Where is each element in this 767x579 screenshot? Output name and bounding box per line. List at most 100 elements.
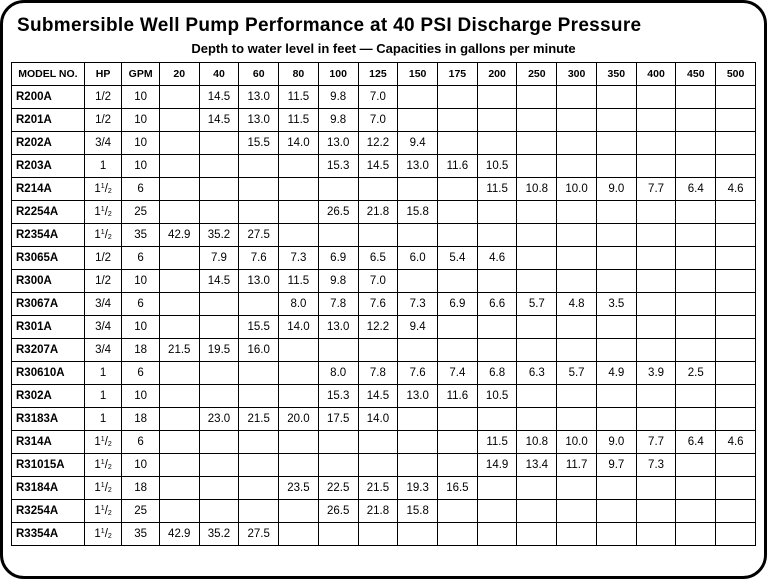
- table-row: R3354A11/23542.935.227.5: [12, 523, 756, 546]
- cell-value: [676, 155, 716, 178]
- cell-value: [438, 431, 478, 454]
- table-row: R314A11/2611.510.810.09.07.76.44.6: [12, 431, 756, 454]
- col-depth: 80: [279, 63, 319, 86]
- cell-value: [159, 155, 199, 178]
- table-body: R200A1/21014.513.011.59.87.0R201A1/21014…: [12, 86, 756, 546]
- cell-value: [636, 339, 676, 362]
- table-row: R300A1/21014.513.011.59.87.0: [12, 270, 756, 293]
- cell-model: R300A: [12, 270, 85, 293]
- cell-value: [596, 224, 636, 247]
- cell-value: [358, 224, 398, 247]
- subtitle: Depth to water level in feet — Capacitie…: [11, 41, 756, 56]
- cell-value: [239, 293, 279, 316]
- cell-value: [557, 224, 597, 247]
- cell-value: [716, 454, 756, 477]
- cell-value: [636, 523, 676, 546]
- cell-value: [279, 454, 319, 477]
- cell-value: 7.7: [636, 431, 676, 454]
- cell-gpm: 10: [122, 86, 160, 109]
- cell-value: 6.8: [477, 362, 517, 385]
- cell-value: [636, 316, 676, 339]
- cell-value: [557, 408, 597, 431]
- table-row: R3065A1/267.97.67.36.96.56.05.44.6: [12, 247, 756, 270]
- cell-value: [716, 247, 756, 270]
- cell-value: [716, 293, 756, 316]
- cell-value: 23.5: [279, 477, 319, 500]
- cell-value: [676, 109, 716, 132]
- cell-value: 6.0: [398, 247, 438, 270]
- col-depth: 350: [596, 63, 636, 86]
- table-row: R3207A3/41821.519.516.0: [12, 339, 756, 362]
- cell-value: [557, 477, 597, 500]
- cell-hp: 1/2: [84, 86, 122, 109]
- cell-model: R214A: [12, 178, 85, 201]
- cell-hp: 11/2: [84, 431, 122, 454]
- col-depth: 125: [358, 63, 398, 86]
- cell-value: [517, 477, 557, 500]
- cell-value: 14.0: [358, 408, 398, 431]
- cell-value: 10.8: [517, 178, 557, 201]
- cell-value: [358, 431, 398, 454]
- cell-value: [596, 247, 636, 270]
- cell-value: [239, 178, 279, 201]
- col-depth: 200: [477, 63, 517, 86]
- cell-value: [676, 339, 716, 362]
- cell-value: [438, 270, 478, 293]
- cell-hp: 11/2: [84, 201, 122, 224]
- cell-value: 5.7: [557, 362, 597, 385]
- cell-hp: 1/2: [84, 109, 122, 132]
- cell-value: [398, 224, 438, 247]
- table-row: R3067A3/468.07.87.67.36.96.65.74.83.5: [12, 293, 756, 316]
- col-hp: HP: [84, 63, 122, 86]
- cell-value: [477, 316, 517, 339]
- cell-value: [636, 293, 676, 316]
- cell-value: 7.0: [358, 270, 398, 293]
- cell-value: [159, 431, 199, 454]
- cell-value: 14.5: [358, 155, 398, 178]
- cell-value: [438, 201, 478, 224]
- cell-value: [477, 477, 517, 500]
- cell-value: [716, 155, 756, 178]
- cell-value: [636, 86, 676, 109]
- cell-value: 13.0: [239, 270, 279, 293]
- cell-value: [716, 224, 756, 247]
- cell-value: [477, 132, 517, 155]
- cell-gpm: 6: [122, 431, 160, 454]
- cell-value: [676, 224, 716, 247]
- cell-value: [239, 201, 279, 224]
- cell-gpm: 6: [122, 362, 160, 385]
- cell-gpm: 6: [122, 293, 160, 316]
- cell-value: 26.5: [318, 201, 358, 224]
- cell-value: 6.4: [676, 178, 716, 201]
- table-row: R214A11/2611.510.810.09.07.76.44.6: [12, 178, 756, 201]
- cell-value: 11.5: [279, 270, 319, 293]
- cell-value: [279, 201, 319, 224]
- cell-value: [716, 270, 756, 293]
- cell-value: 10.0: [557, 178, 597, 201]
- cell-value: [159, 201, 199, 224]
- cell-value: 7.3: [636, 454, 676, 477]
- cell-value: [676, 132, 716, 155]
- cell-value: [676, 385, 716, 408]
- cell-value: 11.5: [279, 109, 319, 132]
- cell-gpm: 18: [122, 339, 160, 362]
- cell-value: [159, 477, 199, 500]
- cell-value: [636, 109, 676, 132]
- cell-gpm: 25: [122, 201, 160, 224]
- cell-value: [199, 454, 239, 477]
- cell-value: [159, 109, 199, 132]
- cell-value: [358, 178, 398, 201]
- cell-value: 9.0: [596, 178, 636, 201]
- cell-value: [279, 523, 319, 546]
- cell-value: 15.5: [239, 132, 279, 155]
- cell-value: 12.2: [358, 132, 398, 155]
- cell-value: [239, 385, 279, 408]
- cell-value: [159, 316, 199, 339]
- col-depth: 40: [199, 63, 239, 86]
- cell-value: 21.5: [358, 477, 398, 500]
- cell-value: [438, 109, 478, 132]
- cell-hp: 3/4: [84, 293, 122, 316]
- cell-value: [636, 477, 676, 500]
- cell-value: 13.0: [239, 109, 279, 132]
- cell-hp: 3/4: [84, 316, 122, 339]
